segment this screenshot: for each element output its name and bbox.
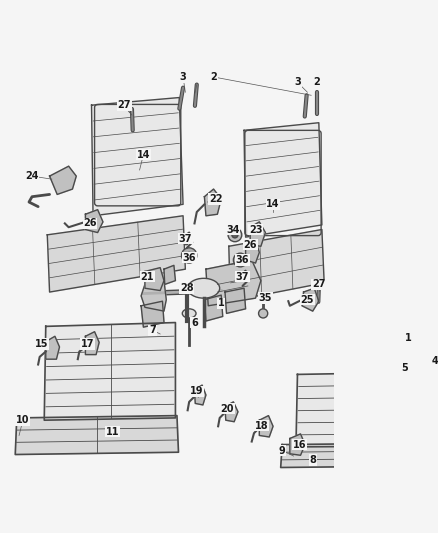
- Polygon shape: [290, 434, 305, 455]
- Polygon shape: [49, 166, 76, 195]
- Circle shape: [233, 253, 247, 267]
- Text: 2: 2: [210, 72, 217, 82]
- Polygon shape: [205, 189, 221, 216]
- Text: 36: 36: [236, 255, 249, 265]
- Ellipse shape: [187, 278, 220, 298]
- Text: 15: 15: [35, 339, 49, 349]
- Circle shape: [181, 248, 197, 263]
- Polygon shape: [229, 230, 324, 301]
- Text: 5: 5: [401, 364, 408, 373]
- Text: 18: 18: [255, 421, 268, 431]
- Text: 3: 3: [294, 77, 301, 87]
- Polygon shape: [296, 372, 423, 447]
- Text: 21: 21: [141, 272, 154, 282]
- Polygon shape: [225, 288, 246, 313]
- Text: 20: 20: [221, 404, 234, 414]
- Circle shape: [237, 257, 244, 263]
- Circle shape: [258, 309, 268, 318]
- Text: 37: 37: [179, 233, 192, 244]
- Text: 10: 10: [16, 415, 30, 425]
- Text: 14: 14: [266, 199, 280, 209]
- Text: 14: 14: [137, 150, 150, 160]
- Polygon shape: [281, 443, 426, 467]
- Text: 25: 25: [300, 295, 314, 305]
- Polygon shape: [141, 280, 166, 311]
- Text: 1: 1: [405, 333, 411, 343]
- Text: 22: 22: [209, 194, 223, 204]
- Text: 16: 16: [293, 440, 307, 450]
- Text: 37: 37: [236, 272, 249, 282]
- Polygon shape: [244, 123, 322, 237]
- Polygon shape: [145, 268, 164, 290]
- Polygon shape: [92, 98, 183, 216]
- Polygon shape: [250, 222, 265, 246]
- Polygon shape: [194, 385, 206, 405]
- Text: 27: 27: [312, 279, 325, 289]
- Text: 4: 4: [431, 356, 438, 366]
- Polygon shape: [225, 402, 238, 422]
- Polygon shape: [259, 416, 273, 437]
- Text: 35: 35: [259, 293, 272, 303]
- Polygon shape: [302, 288, 319, 311]
- Circle shape: [186, 253, 192, 259]
- Circle shape: [184, 240, 188, 245]
- Text: 7: 7: [149, 325, 156, 335]
- Text: 3: 3: [180, 72, 187, 82]
- Text: 2: 2: [313, 77, 320, 87]
- Text: 26: 26: [244, 240, 257, 250]
- Polygon shape: [44, 322, 176, 420]
- Ellipse shape: [182, 309, 196, 318]
- Text: 6: 6: [191, 318, 198, 328]
- Text: 23: 23: [249, 224, 262, 235]
- Text: 11: 11: [106, 426, 120, 437]
- Text: 26: 26: [83, 219, 97, 229]
- Polygon shape: [206, 260, 261, 306]
- Text: 9: 9: [279, 446, 286, 456]
- Text: 27: 27: [117, 100, 131, 110]
- Circle shape: [232, 232, 238, 238]
- Text: 24: 24: [25, 171, 39, 181]
- Polygon shape: [164, 265, 176, 285]
- Polygon shape: [141, 301, 164, 327]
- Text: 34: 34: [226, 224, 240, 235]
- Text: 1: 1: [218, 298, 225, 309]
- Polygon shape: [46, 336, 60, 359]
- Polygon shape: [47, 216, 185, 292]
- Ellipse shape: [347, 329, 385, 354]
- Polygon shape: [205, 295, 223, 321]
- Text: 17: 17: [81, 339, 95, 349]
- Polygon shape: [15, 416, 178, 455]
- Polygon shape: [246, 240, 259, 263]
- Circle shape: [228, 228, 242, 241]
- Polygon shape: [85, 332, 99, 354]
- Text: 8: 8: [309, 455, 316, 465]
- Text: 19: 19: [190, 386, 204, 396]
- Text: 36: 36: [182, 253, 196, 263]
- Text: 28: 28: [180, 283, 194, 293]
- Polygon shape: [85, 209, 103, 232]
- Circle shape: [183, 285, 191, 293]
